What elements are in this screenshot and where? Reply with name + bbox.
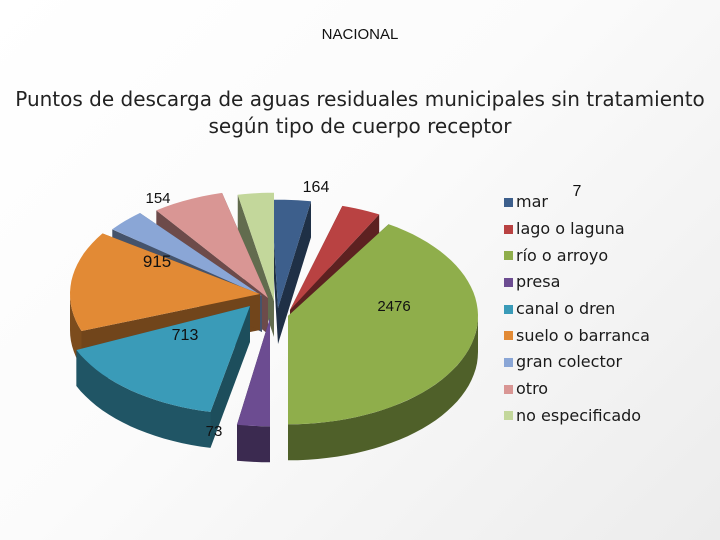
legend-swatch xyxy=(504,304,513,314)
legend-swatch xyxy=(504,357,513,367)
legend-label: no especificado xyxy=(516,405,642,425)
data-label-mar: 7 xyxy=(573,183,582,200)
legend-label: mar xyxy=(516,192,548,212)
data-label-presa: 73 xyxy=(206,423,223,440)
pie-slice-canal-o-dren xyxy=(76,306,251,448)
legend-swatch xyxy=(504,331,513,341)
data-label-canal-o-dren: 713 xyxy=(172,327,199,344)
chart-legend: mar lago o laguna río o arroyo presa canal o… xyxy=(504,189,650,429)
legend-swatch xyxy=(504,277,513,287)
pie-slice-presa xyxy=(237,318,270,463)
data-label-suelo-o-barranca: 915 xyxy=(143,252,171,271)
legend-item-canal-o-dren: canal o dren xyxy=(504,296,650,323)
chart-title: Puntos de descarga de aguas residuales m… xyxy=(15,87,705,138)
legend-label: presa xyxy=(516,272,561,292)
legend-swatch xyxy=(504,197,513,207)
legend-label: gran colector xyxy=(516,352,623,372)
legend-swatch xyxy=(504,224,513,234)
legend-item-mar: mar xyxy=(504,189,650,216)
pie-slice-río-o-arroyo xyxy=(288,224,478,461)
legend-item-no-especificado: no especificado xyxy=(504,403,650,430)
legend-item-gran-colector: gran colector xyxy=(504,349,650,376)
legend-item-lago-o-laguna: lago o laguna xyxy=(504,216,650,243)
legend-swatch xyxy=(504,251,513,261)
pie-slice-mar xyxy=(271,199,311,344)
data-label-gran-colector: 154 xyxy=(145,190,170,207)
legend-label: canal o dren xyxy=(516,299,616,319)
legend-swatch xyxy=(504,411,513,421)
legend-label: suelo o barranca xyxy=(516,325,650,345)
legend-item-otro: otro xyxy=(504,376,650,403)
data-label-lago-o-laguna: 164 xyxy=(303,179,330,196)
data-label-río-o-arroyo: 2476 xyxy=(377,298,410,315)
legend-item-río-o-arroyo: río o arroyo xyxy=(504,242,650,269)
legend-item-presa: presa xyxy=(504,269,650,296)
chart-header: NACIONAL xyxy=(321,26,399,43)
legend-label: río o arroyo xyxy=(516,245,609,265)
legend-item-suelo-o-barranca: suelo o barranca xyxy=(504,322,650,349)
legend-label: lago o laguna xyxy=(516,219,625,239)
legend-label: otro xyxy=(516,379,549,399)
legend-swatch xyxy=(504,384,513,394)
